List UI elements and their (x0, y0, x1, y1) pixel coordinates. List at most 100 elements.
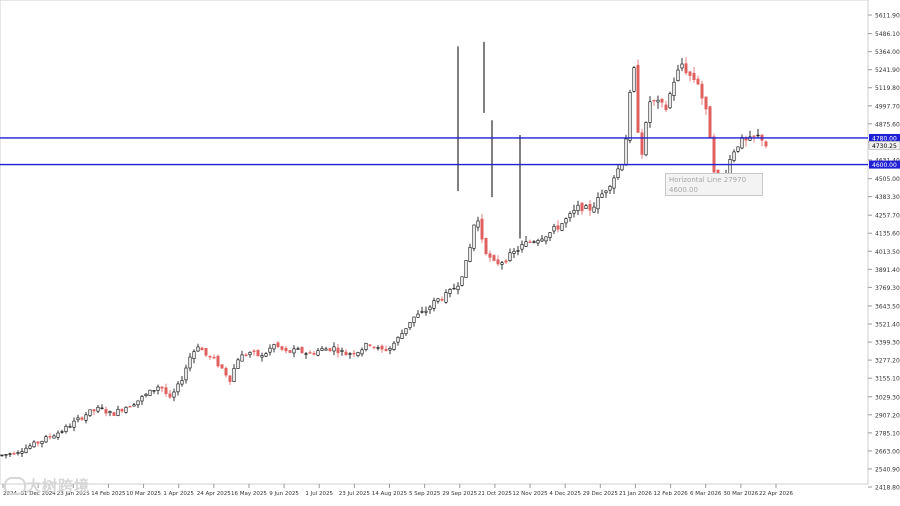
candle-body (552, 225, 556, 232)
candle-body (60, 431, 64, 433)
candle-body (692, 72, 696, 81)
candles (0, 41, 768, 459)
candle-body (36, 441, 40, 444)
candle-body (676, 69, 680, 81)
candle-body (752, 135, 756, 137)
x-tick-label: 24 Apr 2025 (197, 491, 232, 497)
tooltip-line1: Horizontal Line 27970 (669, 176, 747, 184)
candle-body (400, 333, 404, 340)
candle-body (536, 240, 540, 244)
hline-label-bg (869, 160, 900, 169)
candle-body (616, 168, 620, 178)
candle-body (140, 396, 144, 402)
candle-body (376, 347, 380, 349)
candle-body (672, 81, 676, 97)
candle-body (304, 353, 308, 355)
candle-body (576, 204, 580, 212)
candle-body (92, 409, 96, 412)
candle-body (540, 238, 544, 242)
candle-body (268, 347, 272, 353)
y-tick-label: 3769.30 (875, 285, 900, 292)
candle-body (20, 451, 24, 454)
x-tick-label: 12 Feb 2026 (653, 491, 688, 497)
candle-body (204, 348, 208, 356)
candle-body (184, 367, 188, 381)
candle-body (104, 409, 108, 414)
candle-body (68, 426, 72, 428)
hline-tooltip: Horizontal Line 27970 4600.00 (665, 173, 763, 196)
y-tick-label: 2785.10 (875, 430, 900, 437)
candle-body (608, 185, 612, 191)
candle-body (48, 436, 52, 438)
candle-body (640, 132, 644, 155)
y-tick-label: 5119.80 (875, 85, 900, 92)
candle-body (24, 447, 28, 453)
x-tick-label: 16 May 2025 (231, 491, 267, 497)
candle-body (208, 355, 212, 358)
candle-body (644, 122, 648, 156)
candle-body (280, 346, 284, 350)
candle-body (408, 322, 412, 328)
candle-body (684, 63, 688, 74)
x-tick-label: 21 Oct 2025 (478, 491, 513, 497)
candle-body (460, 276, 464, 286)
candle-body (72, 420, 76, 428)
candle-body (364, 342, 368, 351)
x-tick-label: 21 Jan 2026 (619, 491, 652, 497)
candle-body (372, 346, 376, 349)
y-tick-label: 3891.40 (875, 267, 900, 274)
x-tick-label: 14 Aug 2025 (372, 491, 408, 497)
candle-body (712, 136, 716, 173)
y-tick-label: 4875.60 (875, 121, 900, 128)
candle-body (176, 383, 180, 393)
y-tick-label: 2540.90 (875, 466, 900, 473)
candle-body (320, 348, 324, 351)
candle-body (4, 453, 8, 456)
candle-body (40, 440, 44, 445)
candle-body (556, 225, 560, 230)
x-tick-label: 10 Mar 2025 (126, 491, 161, 497)
candle-body (180, 380, 184, 385)
candle-body (256, 349, 260, 357)
horizontal-lines[interactable]: 4780.00 4600.00 4730.25 (0, 133, 900, 169)
candle-body (740, 137, 744, 149)
candle-body (708, 106, 712, 139)
hline-label-bg (869, 133, 900, 142)
candle-body (500, 262, 504, 265)
candle-body (604, 190, 608, 194)
x-tick-label: 4 Dec 2025 (549, 491, 581, 497)
y-tick-label: 5486.10 (875, 31, 900, 38)
candle-body (76, 417, 80, 421)
candle-body (108, 411, 112, 414)
candle-body (220, 364, 224, 369)
candle-body (440, 298, 444, 301)
candle-body (192, 351, 196, 359)
candle-body (344, 351, 348, 356)
candle-body (624, 138, 628, 166)
candle-body (196, 346, 200, 352)
candle-body (0, 454, 4, 457)
candle-body (472, 224, 476, 249)
candle-body (688, 71, 692, 76)
x-tick-label: 23 Jul 2025 (339, 491, 371, 497)
candle-body (384, 349, 388, 351)
candle-body (468, 246, 472, 262)
candle-body (164, 387, 168, 395)
candle-body (32, 441, 36, 448)
watermark: 大树跨境 (2, 475, 90, 496)
candle-body (236, 359, 240, 369)
hline-label: 4780.00 (872, 135, 897, 142)
candle-body (116, 408, 120, 416)
hline-label: 4600.00 (872, 162, 897, 169)
candle-body (292, 348, 296, 354)
current-price-label: 4730.25 (872, 143, 897, 150)
candle-body (248, 352, 252, 356)
x-tick-label: 1 Apr 2025 (163, 491, 194, 497)
x-tick-label: 12 Nov 2025 (512, 491, 548, 497)
x-tick-label: 14 Feb 2025 (91, 491, 126, 497)
candle-body (564, 218, 568, 224)
candle-body (80, 417, 84, 420)
candle-body (596, 197, 600, 210)
